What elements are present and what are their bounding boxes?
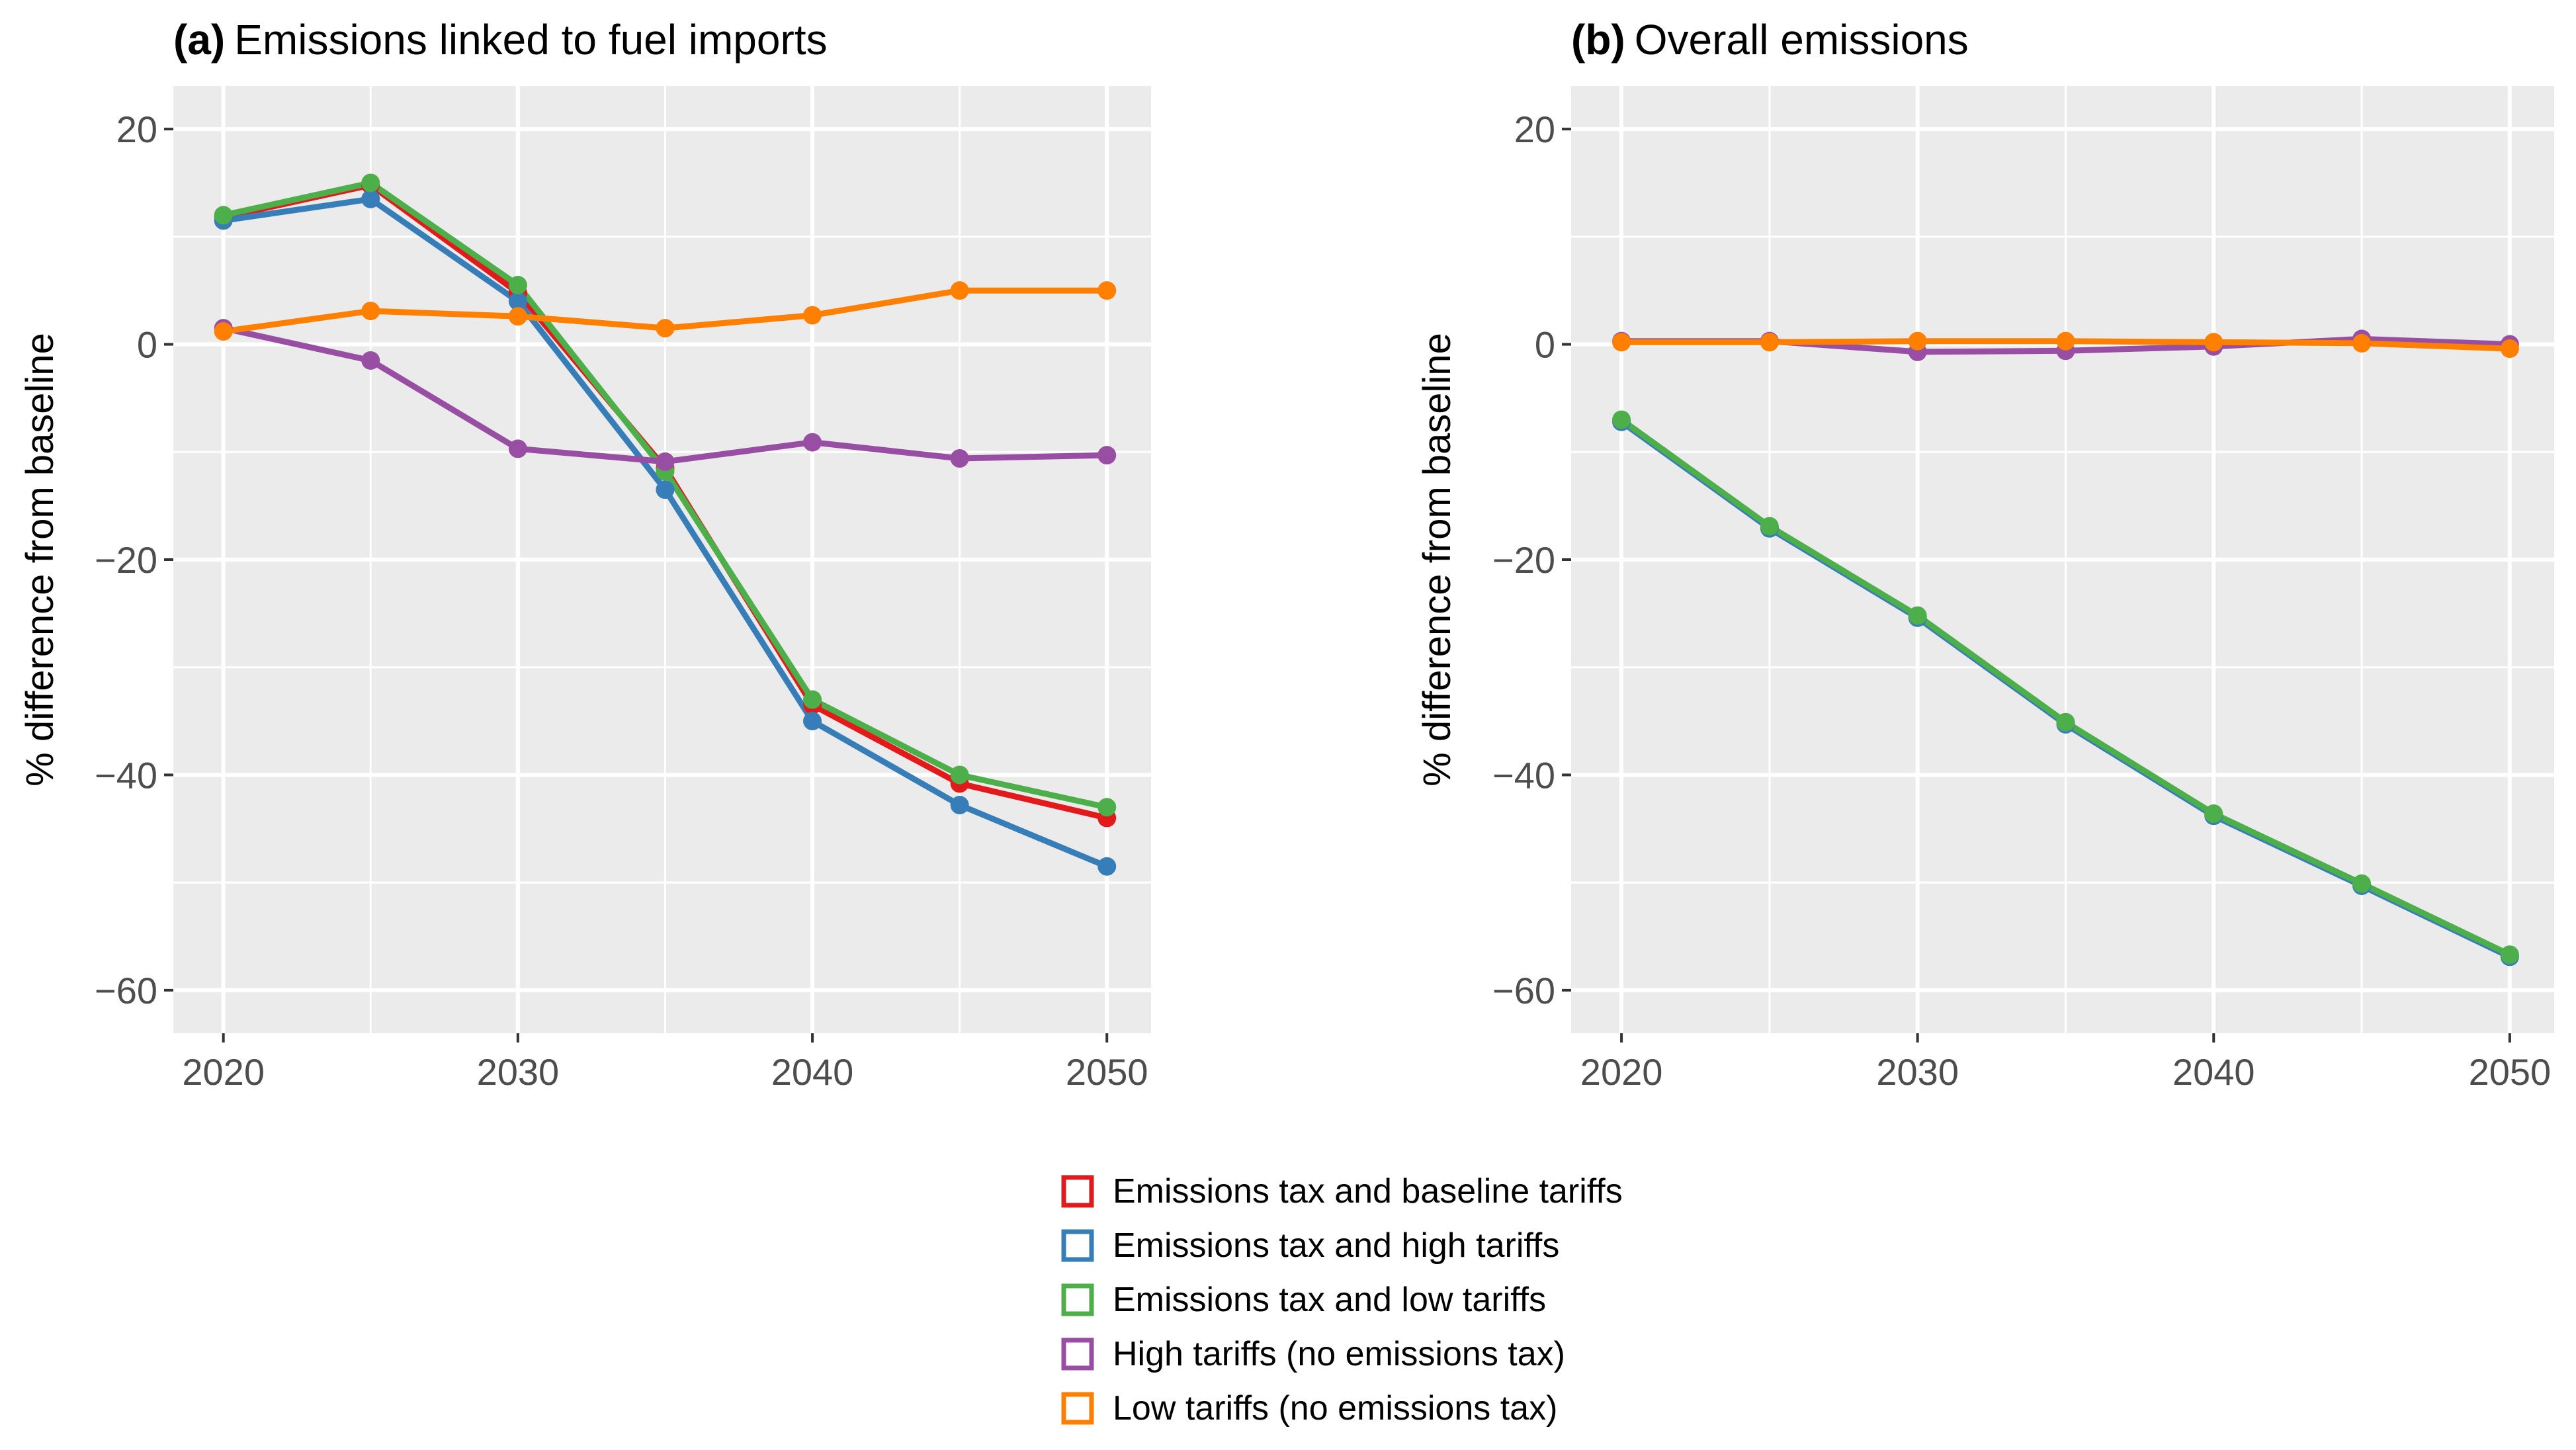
y-tick-label: −20 (1492, 539, 1555, 581)
x-tick-label: 2030 (1876, 1051, 1959, 1093)
data-point-high-tariffs-no-emissions-tax (1097, 446, 1117, 465)
data-point-low-tariffs-no-emissions-tax (656, 319, 675, 338)
x-tick-label: 2040 (771, 1051, 854, 1093)
data-point-low-tariffs-no-emissions-tax (2500, 339, 2519, 359)
data-point-emissions-tax-and-low-tariffs (1612, 410, 1631, 429)
data-point-low-tariffs-no-emissions-tax (1760, 333, 1779, 352)
data-point-low-tariffs-no-emissions-tax (361, 302, 380, 321)
panel-a-grid (173, 86, 1151, 1033)
data-point-low-tariffs-no-emissions-tax (950, 281, 969, 300)
panel-b-label: (b) (1571, 16, 1625, 64)
data-point-low-tariffs-no-emissions-tax (508, 307, 527, 326)
x-tick-label: 2050 (2469, 1051, 2552, 1093)
y-tick-label: −60 (95, 970, 157, 1011)
data-point-high-tariffs-no-emissions-tax (803, 433, 822, 452)
data-point-emissions-tax-and-low-tariffs (950, 765, 969, 785)
legend-label: Low tariffs (no emissions tax) (1113, 1389, 1557, 1428)
x-tick-label: 2020 (1580, 1051, 1663, 1093)
legend-label: Emissions tax and baseline tariffs (1113, 1172, 1623, 1211)
x-tick-label: 2040 (2172, 1051, 2255, 1093)
data-point-emissions-tax-and-low-tariffs (2500, 945, 2519, 964)
data-point-low-tariffs-no-emissions-tax (1097, 281, 1117, 300)
y-tick-label: −40 (1492, 754, 1555, 796)
data-point-low-tariffs-no-emissions-tax (2352, 333, 2372, 353)
data-point-high-tariffs-no-emissions-tax (656, 452, 675, 471)
data-point-emissions-tax-and-low-tariffs (214, 206, 233, 225)
x-tick-label: 2050 (1066, 1051, 1148, 1093)
legend: Emissions tax and baseline tariffs Emissi… (1061, 1172, 1623, 1428)
panel-a-label: (a) (173, 16, 225, 64)
data-point-emissions-tax-and-low-tariffs (1097, 798, 1117, 817)
panel-a-x-axis: 2020 2030 2040 2050 (182, 1033, 1148, 1093)
data-point-low-tariffs-no-emissions-tax (2204, 333, 2223, 352)
panel-b-y-axis-title: % difference from baseline (1416, 333, 1459, 787)
legend-key-emissions-tax-and-low-tariffs (1061, 1283, 1094, 1316)
panel-a-title: (a) Emissions linked to fuel imports (173, 16, 828, 64)
data-point-high-tariffs-no-emissions-tax (950, 449, 969, 468)
y-tick-label: 20 (116, 108, 157, 150)
x-tick-label: 2030 (477, 1051, 560, 1093)
data-point-low-tariffs-no-emissions-tax (803, 306, 822, 325)
data-point-emissions-tax-and-high-tariffs (656, 480, 675, 499)
panel-b-title-text: Overall emissions (1635, 16, 1969, 64)
legend-label: High tariffs (no emissions tax) (1113, 1335, 1565, 1373)
data-point-emissions-tax-and-low-tariffs (1760, 517, 1779, 536)
panel-a-title-text: Emissions linked to fuel imports (234, 16, 827, 64)
y-tick-label: 20 (1514, 108, 1555, 150)
y-tick-label: −40 (95, 754, 157, 796)
panel-b-y-axis: 20 0 −20 −40 −60 (1492, 108, 1571, 1011)
data-point-emissions-tax-and-high-tariffs (803, 712, 822, 731)
legend-label: Emissions tax and high tariffs (1113, 1226, 1559, 1265)
data-point-emissions-tax-and-low-tariffs (2056, 712, 2075, 732)
panel-b-x-axis: 2020 2030 2040 2050 (1580, 1033, 2551, 1093)
panel-a-series (214, 173, 1117, 876)
data-point-emissions-tax-and-low-tariffs (803, 690, 822, 709)
y-tick-label: 0 (137, 324, 157, 366)
legend-key-emissions-tax-and-high-tariffs (1061, 1229, 1094, 1262)
panel-b-title: (b) Overall emissions (1571, 16, 1969, 64)
y-tick-label: 0 (1535, 324, 1555, 366)
panel-a-y-axis: 20 0 −20 −40 −60 (95, 108, 173, 1011)
legend-key-low-tariffs-no-emissions-tax (1061, 1392, 1094, 1425)
data-point-low-tariffs-no-emissions-tax (1908, 331, 1927, 351)
legend-label: Emissions tax and low tariffs (1113, 1281, 1546, 1319)
data-point-low-tariffs-no-emissions-tax (2056, 331, 2075, 351)
y-tick-label: −20 (95, 539, 157, 581)
data-point-low-tariffs-no-emissions-tax (214, 322, 233, 341)
data-point-emissions-tax-and-high-tariffs (950, 796, 969, 815)
y-tick-label: −60 (1492, 970, 1555, 1011)
data-point-emissions-tax-and-low-tariffs (1908, 606, 1927, 625)
data-point-emissions-tax-and-low-tariffs (508, 276, 527, 295)
data-point-emissions-tax-and-low-tariffs (2204, 804, 2223, 824)
panel-a: (a) Emissions linked to fuel imports 20 0 −… (19, 16, 1151, 1093)
data-point-emissions-tax-and-high-tariffs (361, 189, 380, 208)
data-point-emissions-tax-and-low-tariffs (361, 173, 380, 192)
panel-a-y-axis-title: % difference from baseline (19, 333, 62, 787)
data-point-emissions-tax-and-high-tariffs (508, 292, 527, 311)
panel-b: (b) Overall emissions 200−20−40−60 2020 20… (1416, 16, 2554, 1093)
legend-key-high-tariffs-no-emissions-tax (1061, 1338, 1094, 1371)
data-point-high-tariffs-no-emissions-tax (508, 439, 527, 458)
x-tick-label: 2020 (182, 1051, 265, 1093)
legend-key-emissions-tax-and-baseline-tariffs (1061, 1175, 1094, 1208)
data-point-low-tariffs-no-emissions-tax (1612, 333, 1631, 352)
data-point-high-tariffs-no-emissions-tax (361, 351, 380, 370)
data-point-emissions-tax-and-high-tariffs (1097, 857, 1117, 876)
panel-b-series (1612, 329, 2519, 966)
data-point-emissions-tax-and-low-tariffs (2352, 874, 2372, 893)
